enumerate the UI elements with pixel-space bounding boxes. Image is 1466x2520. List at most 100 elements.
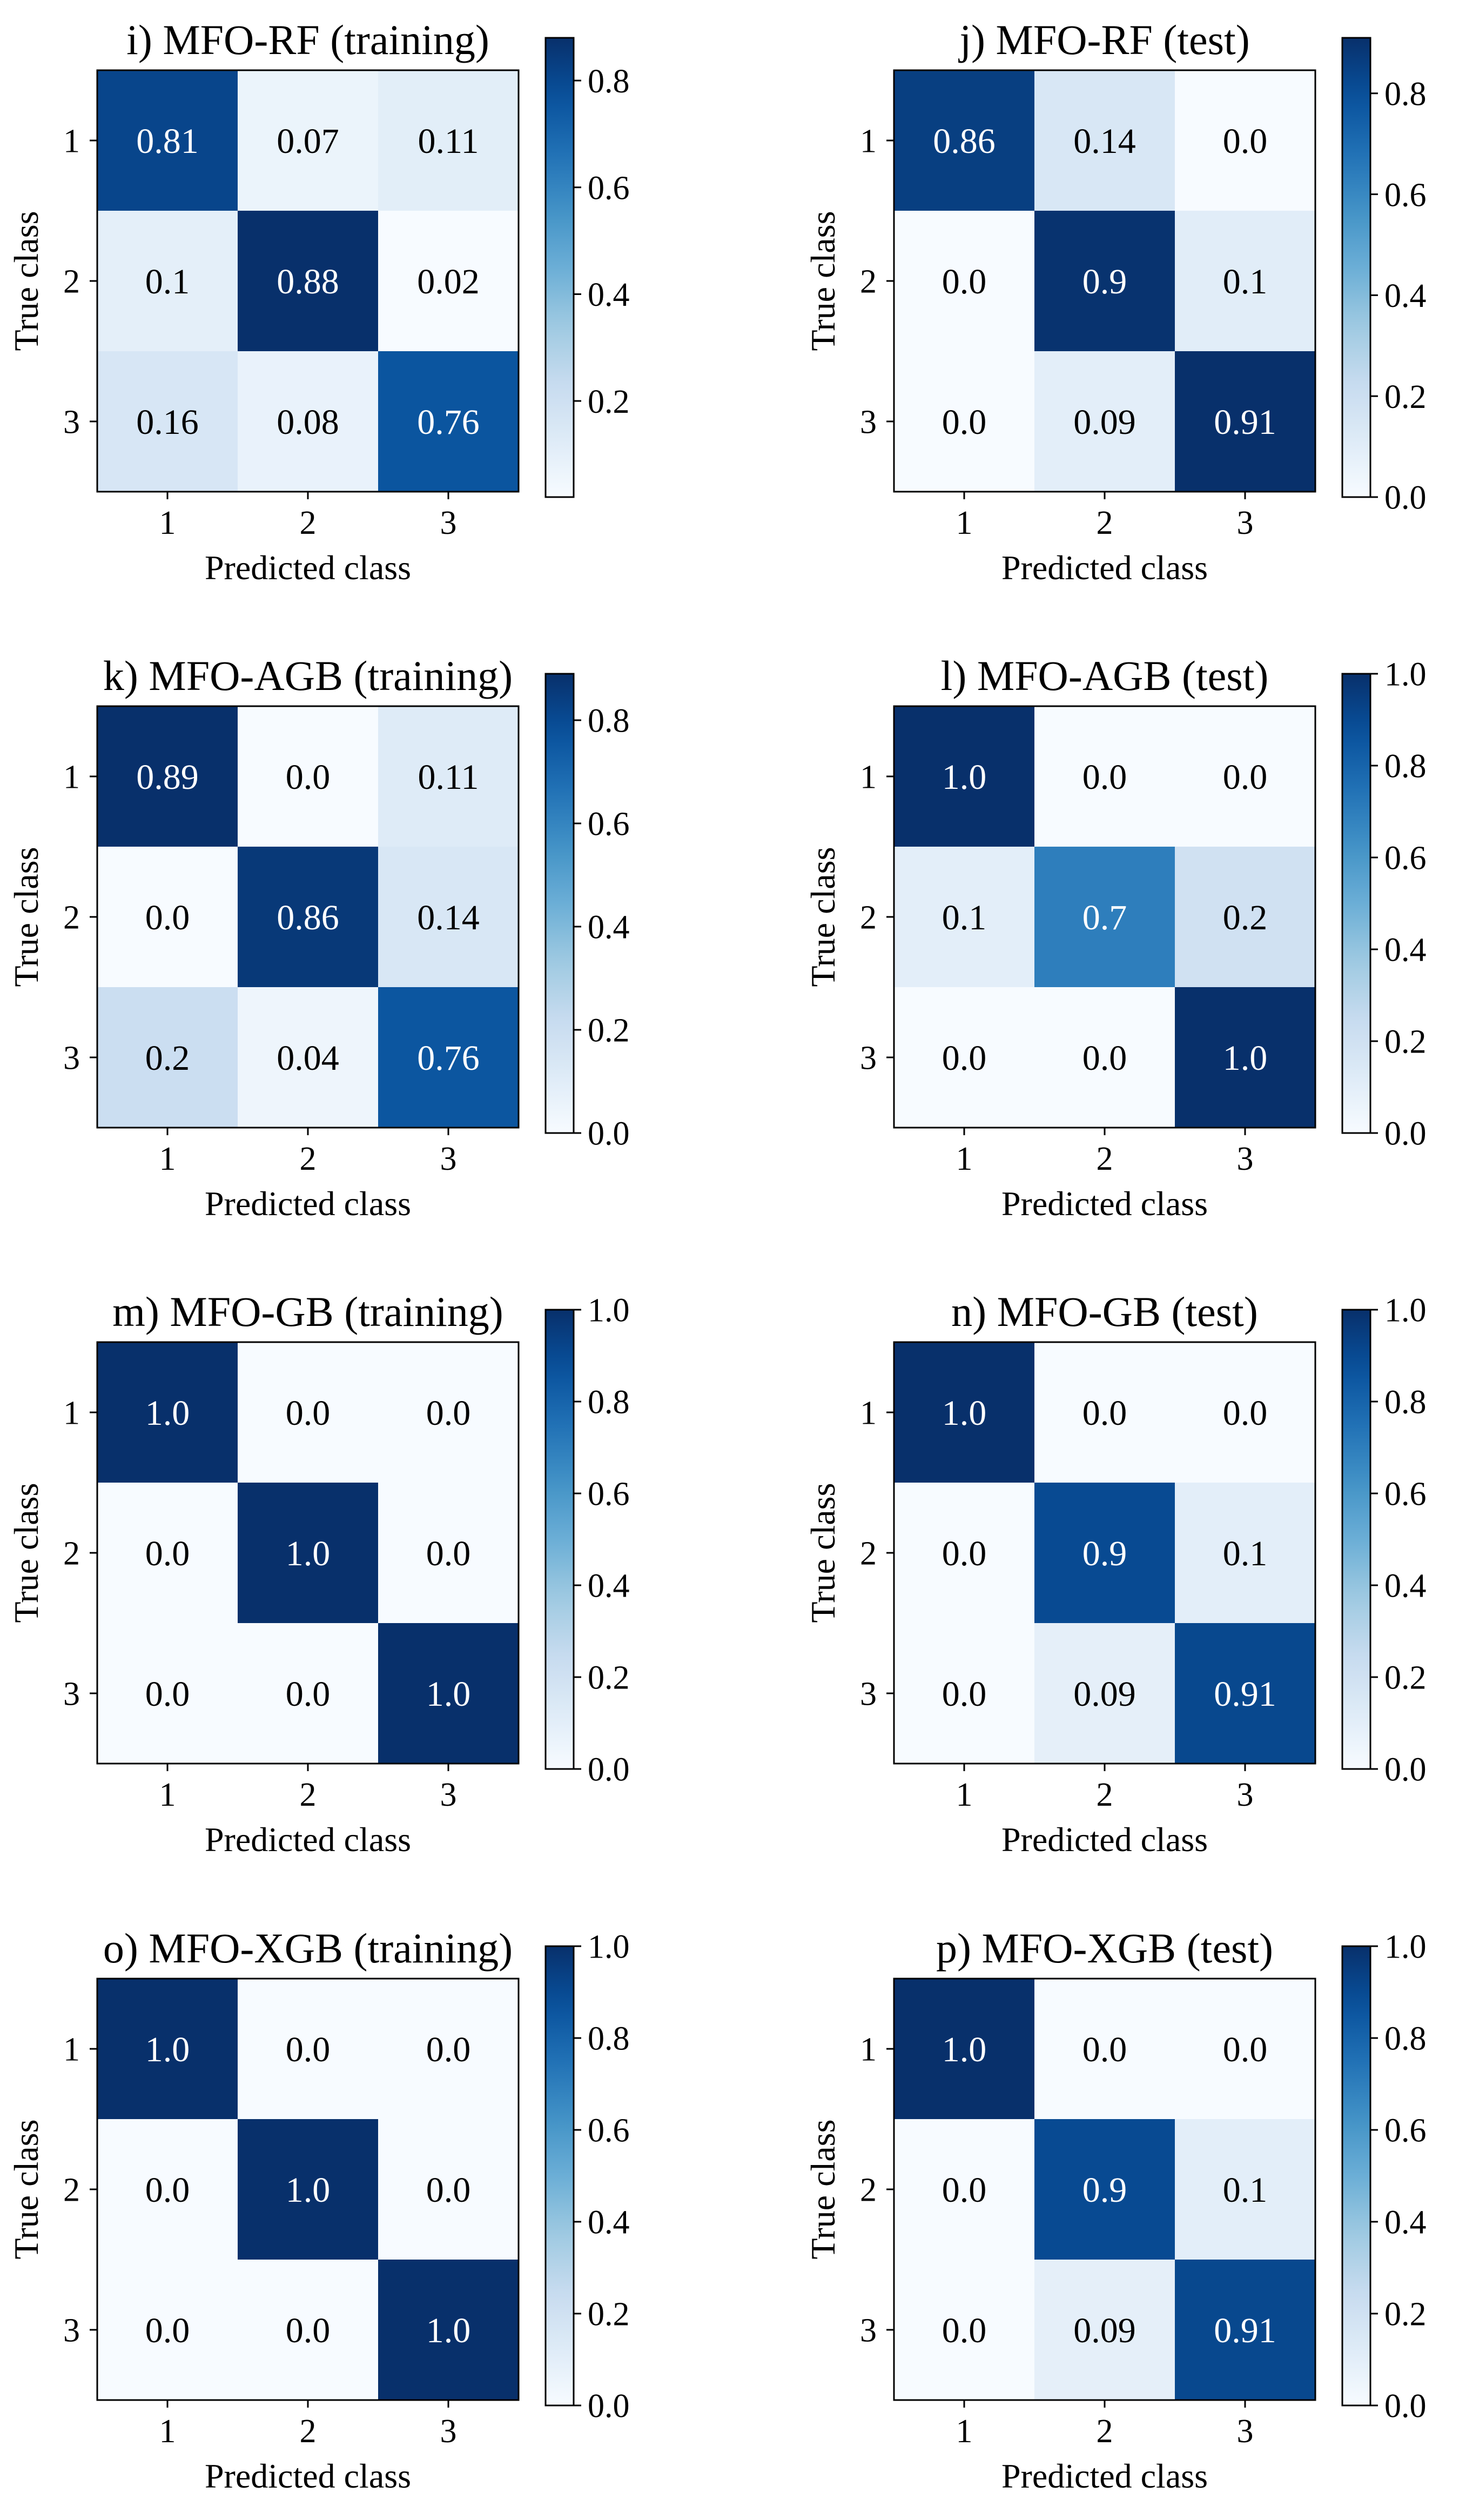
x-axis-label: Predicted class <box>205 1820 411 1859</box>
cell-value: 0.0 <box>145 898 190 937</box>
cell-value: 0.0 <box>426 1393 471 1433</box>
cell-value: 1.0 <box>942 758 987 797</box>
colorbar-tick-label: 1.0 <box>1384 656 1427 693</box>
cell-value: 1.0 <box>145 2030 190 2069</box>
cell-r3-c3 <box>1175 2260 1315 2400</box>
cell-r1-c3 <box>1175 70 1315 211</box>
cell-value: 0.0 <box>145 1534 190 1573</box>
cell-r3-c3 <box>378 351 519 492</box>
cell-r3-c3 <box>1175 1623 1315 1764</box>
x-axis-label: Predicted class <box>205 1184 411 1223</box>
cell-value: 0.14 <box>1073 122 1136 161</box>
cell-r2-c2 <box>1034 211 1175 351</box>
x-tick-label: 1 <box>159 2413 176 2450</box>
x-tick-label: 2 <box>300 505 317 541</box>
cell-value: 0.0 <box>286 2311 331 2350</box>
cell-r1-c3 <box>378 1979 519 2119</box>
cell-r2-c3 <box>378 2119 519 2260</box>
colorbar-tick-label: 1.0 <box>588 1292 630 1329</box>
cell-value: 0.9 <box>1082 2170 1127 2210</box>
cell-r1-c2 <box>1034 70 1175 211</box>
cell-value: 1.0 <box>942 1393 987 1433</box>
panel-6: o) MFO-XGB (training) 1.0 0.0 0.0 0.0 1.0 0.0 0… <box>7 1925 630 2495</box>
cell-value: 0.07 <box>277 122 339 161</box>
x-tick-label: 3 <box>440 1141 457 1177</box>
colorbar-tick-label: 0.0 <box>1384 2388 1427 2425</box>
cell-r2-c2 <box>238 847 378 987</box>
cell-value: 0.1 <box>1223 262 1268 301</box>
cell-value: 0.0 <box>145 2170 190 2210</box>
y-tick-label: 1 <box>860 123 877 160</box>
cell-r3-c1 <box>894 1623 1034 1764</box>
panel-5: n) MFO-GB (test) 1.0 0.0 0.0 0.0 0.9 0.1 0.0 0.0… <box>804 1288 1427 1859</box>
colorbar <box>1341 1309 1371 1770</box>
cell-r3-c3 <box>378 987 519 1128</box>
y-tick-label: 1 <box>860 1395 877 1432</box>
cell-value: 1.0 <box>426 2311 471 2350</box>
y-tick-label: 1 <box>860 759 877 796</box>
y-tick-label: 3 <box>860 1040 877 1077</box>
colorbar-tick-label: 0.8 <box>1384 1384 1427 1421</box>
cell-value: 0.86 <box>933 122 996 161</box>
cell-value: 0.0 <box>286 2030 331 2069</box>
panel-title: k) MFO-AGB (training) <box>103 652 513 699</box>
cell-r2-c2 <box>1034 1483 1175 1623</box>
x-tick-label: 3 <box>440 505 457 541</box>
colorbar-tick-label: 0.4 <box>588 1568 630 1605</box>
colorbar <box>1341 1945 1371 2407</box>
cell-value: 0.0 <box>1223 758 1268 797</box>
colorbar <box>544 37 575 498</box>
y-tick-label: 1 <box>860 2032 877 2068</box>
cell-value: 0.0 <box>426 1534 471 1573</box>
cell-r2-c3 <box>378 1483 519 1623</box>
cell-value: 0.86 <box>277 898 339 937</box>
x-axis-label: Predicted class <box>205 548 411 587</box>
cell-value: 0.0 <box>942 1038 987 1078</box>
cell-value: 0.0 <box>145 1674 190 1714</box>
colorbar-tick-label: 0.8 <box>588 1384 630 1421</box>
cell-value: 0.16 <box>136 403 199 442</box>
cell-r3-c2 <box>1034 2260 1175 2400</box>
x-tick-label: 2 <box>1097 505 1113 541</box>
x-tick-label: 1 <box>159 505 176 541</box>
cell-r3-c2 <box>1034 351 1175 492</box>
y-tick-label: 1 <box>63 123 80 160</box>
cell-value: 0.81 <box>136 122 199 161</box>
cell-value: 0.09 <box>1073 1674 1136 1714</box>
colorbar-tick-label: 0.0 <box>1384 480 1427 517</box>
x-axis-label: Predicted class <box>1001 1820 1208 1859</box>
y-tick-label: 3 <box>860 1676 877 1713</box>
colorbar-tick-label: 0.0 <box>588 2388 630 2425</box>
cell-value: 0.11 <box>418 758 479 797</box>
y-tick-label: 1 <box>63 1395 80 1432</box>
colorbar-tick-label: 0.6 <box>1384 2113 1427 2149</box>
cell-r1-c1 <box>97 1979 238 2119</box>
cell-r3-c2 <box>1034 1623 1175 1764</box>
cell-r1-c3 <box>1175 1979 1315 2119</box>
panel-title: i) MFO-RF (training) <box>126 16 489 63</box>
cell-r2-c1 <box>894 2119 1034 2260</box>
colorbar-tick-label: 0.2 <box>588 384 630 420</box>
cell-r1-c1 <box>97 70 238 211</box>
cell-value: 0.2 <box>1223 898 1268 937</box>
x-tick-label: 2 <box>300 2413 317 2450</box>
colorbar-tick-label: 0.8 <box>1384 748 1427 785</box>
cell-value: 0.76 <box>417 403 480 442</box>
cell-value: 0.09 <box>1073 2311 1136 2350</box>
cell-value: 0.0 <box>1082 1393 1127 1433</box>
cell-value: 0.0 <box>942 2311 987 2350</box>
cell-r2-c3 <box>378 847 519 987</box>
cell-r2-c1 <box>97 1483 238 1623</box>
colorbar-tick-label: 0.6 <box>588 1476 630 1513</box>
cell-r2-c3 <box>1175 2119 1315 2260</box>
cell-r2-c2 <box>1034 2119 1175 2260</box>
cell-r2-c2 <box>238 211 378 351</box>
y-tick-label: 2 <box>63 264 80 300</box>
cell-r2-c1 <box>97 211 238 351</box>
cell-r2-c1 <box>894 847 1034 987</box>
x-tick-label: 2 <box>300 1777 317 1813</box>
x-tick-label: 2 <box>300 1141 317 1177</box>
y-axis-label: True class <box>7 211 45 351</box>
x-axis-label: Predicted class <box>1001 1184 1208 1223</box>
